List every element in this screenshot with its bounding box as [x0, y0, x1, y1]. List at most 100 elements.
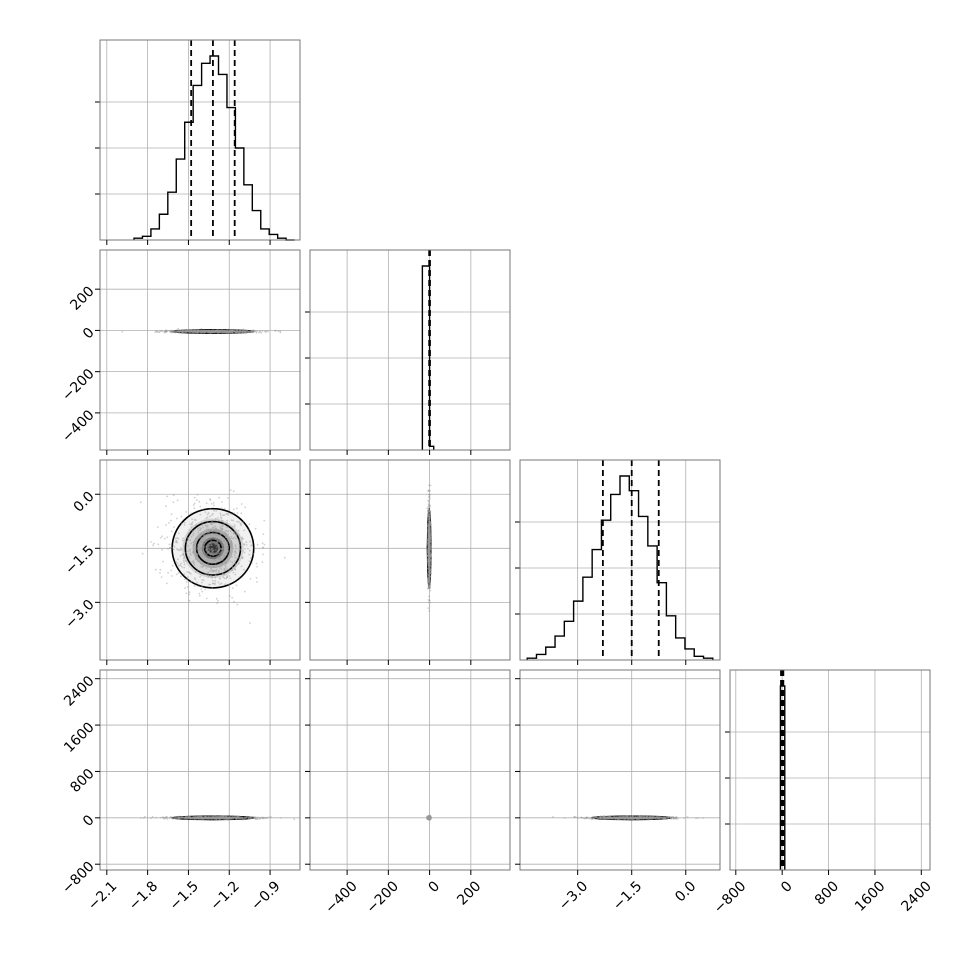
contour-line — [203, 815, 222, 821]
panel-frame — [519, 669, 721, 871]
scatter-point — [235, 330, 237, 333]
scatter-point — [245, 331, 248, 334]
scatter-point — [428, 575, 431, 578]
scatter-point — [172, 494, 175, 496]
scatter-point — [195, 330, 198, 333]
scatter-point — [225, 541, 228, 544]
x-tick-label: −2.1 — [85, 878, 120, 913]
scatter-point — [593, 815, 596, 818]
scatter-point — [230, 546, 233, 549]
scatter-point — [274, 330, 277, 332]
scatter-point — [205, 330, 207, 333]
scatter-point — [171, 575, 173, 577]
scatter-point — [427, 500, 430, 503]
scatter-point — [219, 330, 222, 333]
scatter-point — [233, 512, 236, 515]
scatter-point — [179, 555, 182, 557]
scatter-point — [206, 559, 209, 562]
scatter-point — [207, 545, 210, 548]
scatter-point — [204, 534, 207, 536]
scatter-point — [242, 328, 245, 331]
scatter-point — [233, 530, 236, 533]
scatter-point — [239, 329, 241, 332]
scatter-point — [197, 329, 200, 332]
scatter-point — [252, 331, 255, 334]
scatter-point — [213, 330, 216, 333]
scatter-point — [224, 536, 227, 539]
scatter-point — [199, 546, 202, 549]
scatter-point — [196, 331, 199, 334]
scatter-point — [217, 550, 220, 552]
scatter-point — [244, 506, 247, 509]
scatter-point — [239, 540, 242, 542]
scatter-point — [225, 331, 228, 334]
scatter-point — [240, 512, 243, 515]
scatter-point — [209, 330, 212, 333]
scatter-point — [202, 331, 204, 333]
scatter-point — [173, 526, 175, 528]
scatter-point — [183, 561, 186, 564]
scatter-point — [218, 329, 221, 332]
scatter-point — [200, 548, 203, 550]
scatter-point — [175, 329, 178, 332]
scatter-point — [238, 330, 241, 333]
scatter-point — [429, 589, 432, 592]
scatter-point — [204, 552, 206, 555]
scatter-point — [215, 527, 217, 530]
scatter-point — [193, 528, 196, 531]
scatter-point — [244, 330, 247, 333]
scatter-point — [188, 330, 190, 332]
scatter-point — [187, 550, 190, 552]
scatter-point — [219, 562, 222, 565]
scatter-point — [219, 330, 221, 332]
scatter-point — [242, 537, 244, 540]
scatter-point — [241, 557, 244, 560]
scatter-point — [187, 538, 190, 541]
scatter-point — [214, 559, 217, 562]
scatter-point — [243, 330, 245, 333]
scatter-point — [202, 565, 205, 568]
scatter-point — [206, 513, 209, 516]
scatter-point — [227, 514, 230, 516]
scatter-point — [236, 533, 239, 535]
scatter-point — [214, 330, 217, 332]
scatter-point — [261, 561, 264, 563]
scatter-point — [212, 330, 214, 333]
scatter-point — [176, 330, 179, 332]
scatter-point — [194, 329, 197, 332]
scatter-point — [244, 331, 246, 334]
scatter-point — [212, 331, 215, 333]
scatter-point — [175, 817, 178, 819]
scatter-point — [185, 560, 187, 562]
scatter-point — [208, 330, 211, 333]
scatter-point — [662, 817, 664, 820]
scatter-point — [212, 330, 215, 333]
scatter-point — [230, 331, 233, 334]
scatter-point — [211, 587, 214, 589]
scatter-point — [206, 553, 208, 555]
scatter-point — [169, 330, 172, 333]
scatter-point — [219, 529, 222, 532]
scatter-point — [150, 817, 152, 820]
scatter-point — [231, 331, 234, 333]
scatter-point — [222, 525, 224, 527]
scatter-point — [226, 576, 228, 579]
contour-line — [203, 539, 222, 558]
scatter-point — [227, 331, 230, 333]
scatter-point — [246, 330, 249, 332]
scatter-point — [241, 329, 244, 332]
scatter-point — [210, 568, 213, 571]
scatter-point — [264, 330, 266, 333]
scatter-point — [216, 529, 219, 532]
scatter-point — [208, 329, 211, 332]
scatter-point — [243, 330, 246, 333]
scatter-point — [226, 331, 229, 333]
scatter-point — [155, 330, 158, 333]
scatter-point — [226, 331, 228, 333]
scatter-point — [172, 548, 175, 551]
scatter-point — [250, 330, 252, 333]
scatter-point — [210, 330, 213, 332]
contour-line — [195, 531, 231, 565]
scatter-point — [198, 329, 201, 332]
scatter-point — [188, 556, 190, 559]
